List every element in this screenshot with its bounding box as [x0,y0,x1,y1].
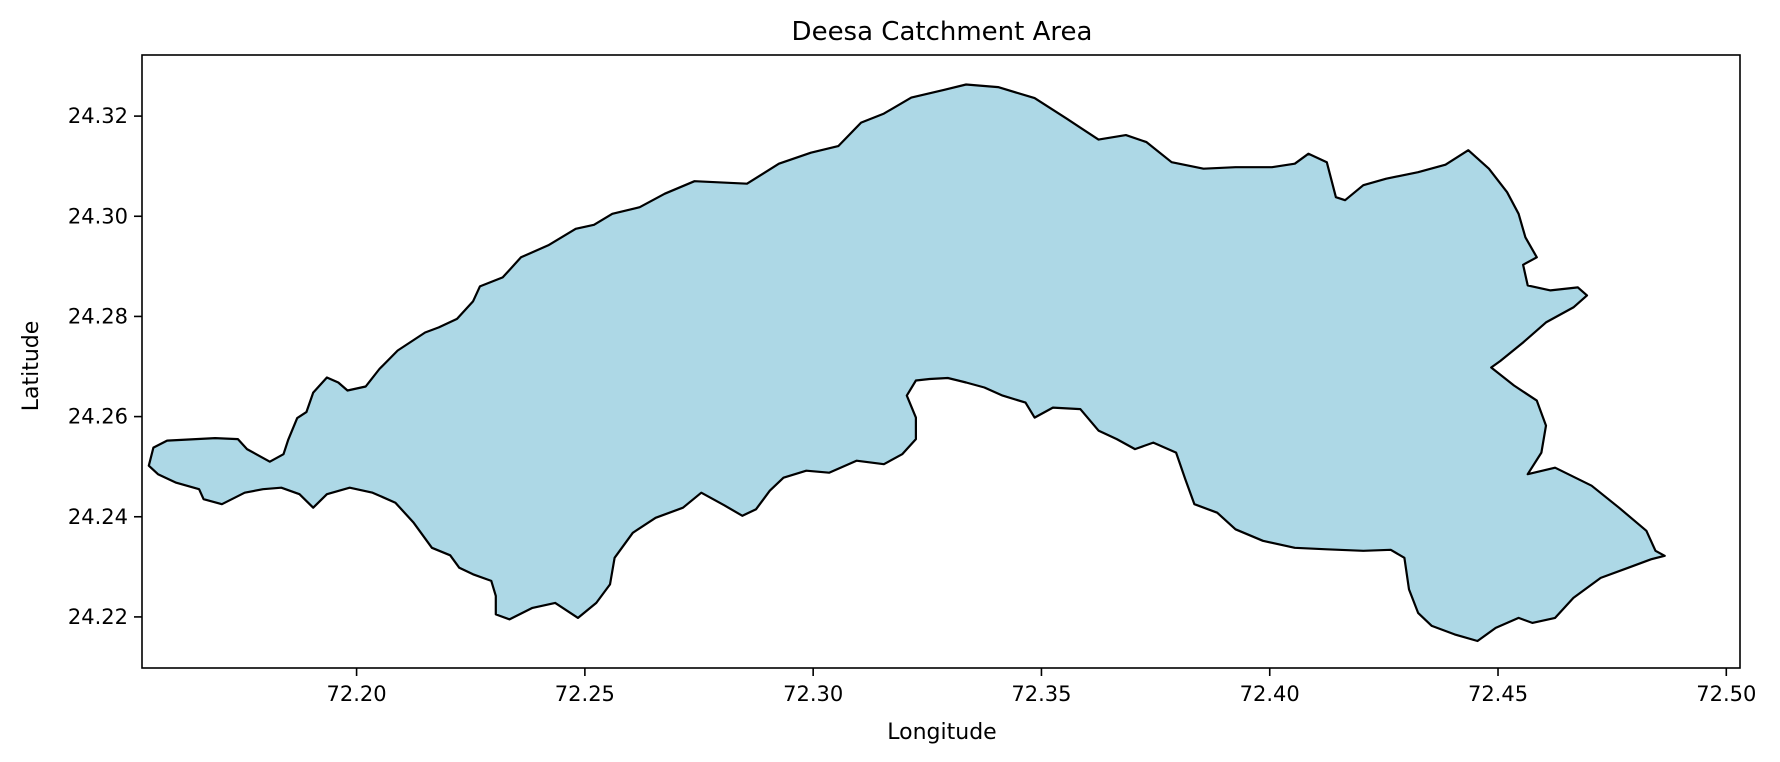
x-tick-label: 72.40 [1240,682,1300,706]
y-tick-label: 24.22 [68,605,128,629]
y-tick-label: 24.30 [68,204,128,228]
x-tick-label: 72.35 [1011,682,1071,706]
y-tick-label: 24.26 [68,405,128,429]
x-axis-ticks: 72.20 72.25 72.30 72.35 72.40 72.45 72.50 [327,668,1756,706]
y-tick-label: 24.32 [68,104,128,128]
axes-frame [141,54,1741,669]
x-axis-label: Longitude [887,720,996,745]
y-tick-label: 24.24 [68,505,128,529]
x-tick-label: 72.25 [555,682,615,706]
y-axis-ticks: 24.22 24.24 24.26 24.28 24.30 24.32 [68,104,142,629]
catchment-boundary-polygon [147,83,1666,643]
x-tick-label: 72.20 [327,682,387,706]
chart-title: Deesa Catchment Area [792,17,1093,47]
y-tick-label: 24.28 [68,304,128,328]
x-tick-label: 72.30 [783,682,843,706]
plot-area [141,54,1741,669]
x-tick-label: 72.50 [1696,682,1756,706]
x-tick-label: 72.45 [1468,682,1528,706]
y-axis-label: Latitude [19,321,44,412]
